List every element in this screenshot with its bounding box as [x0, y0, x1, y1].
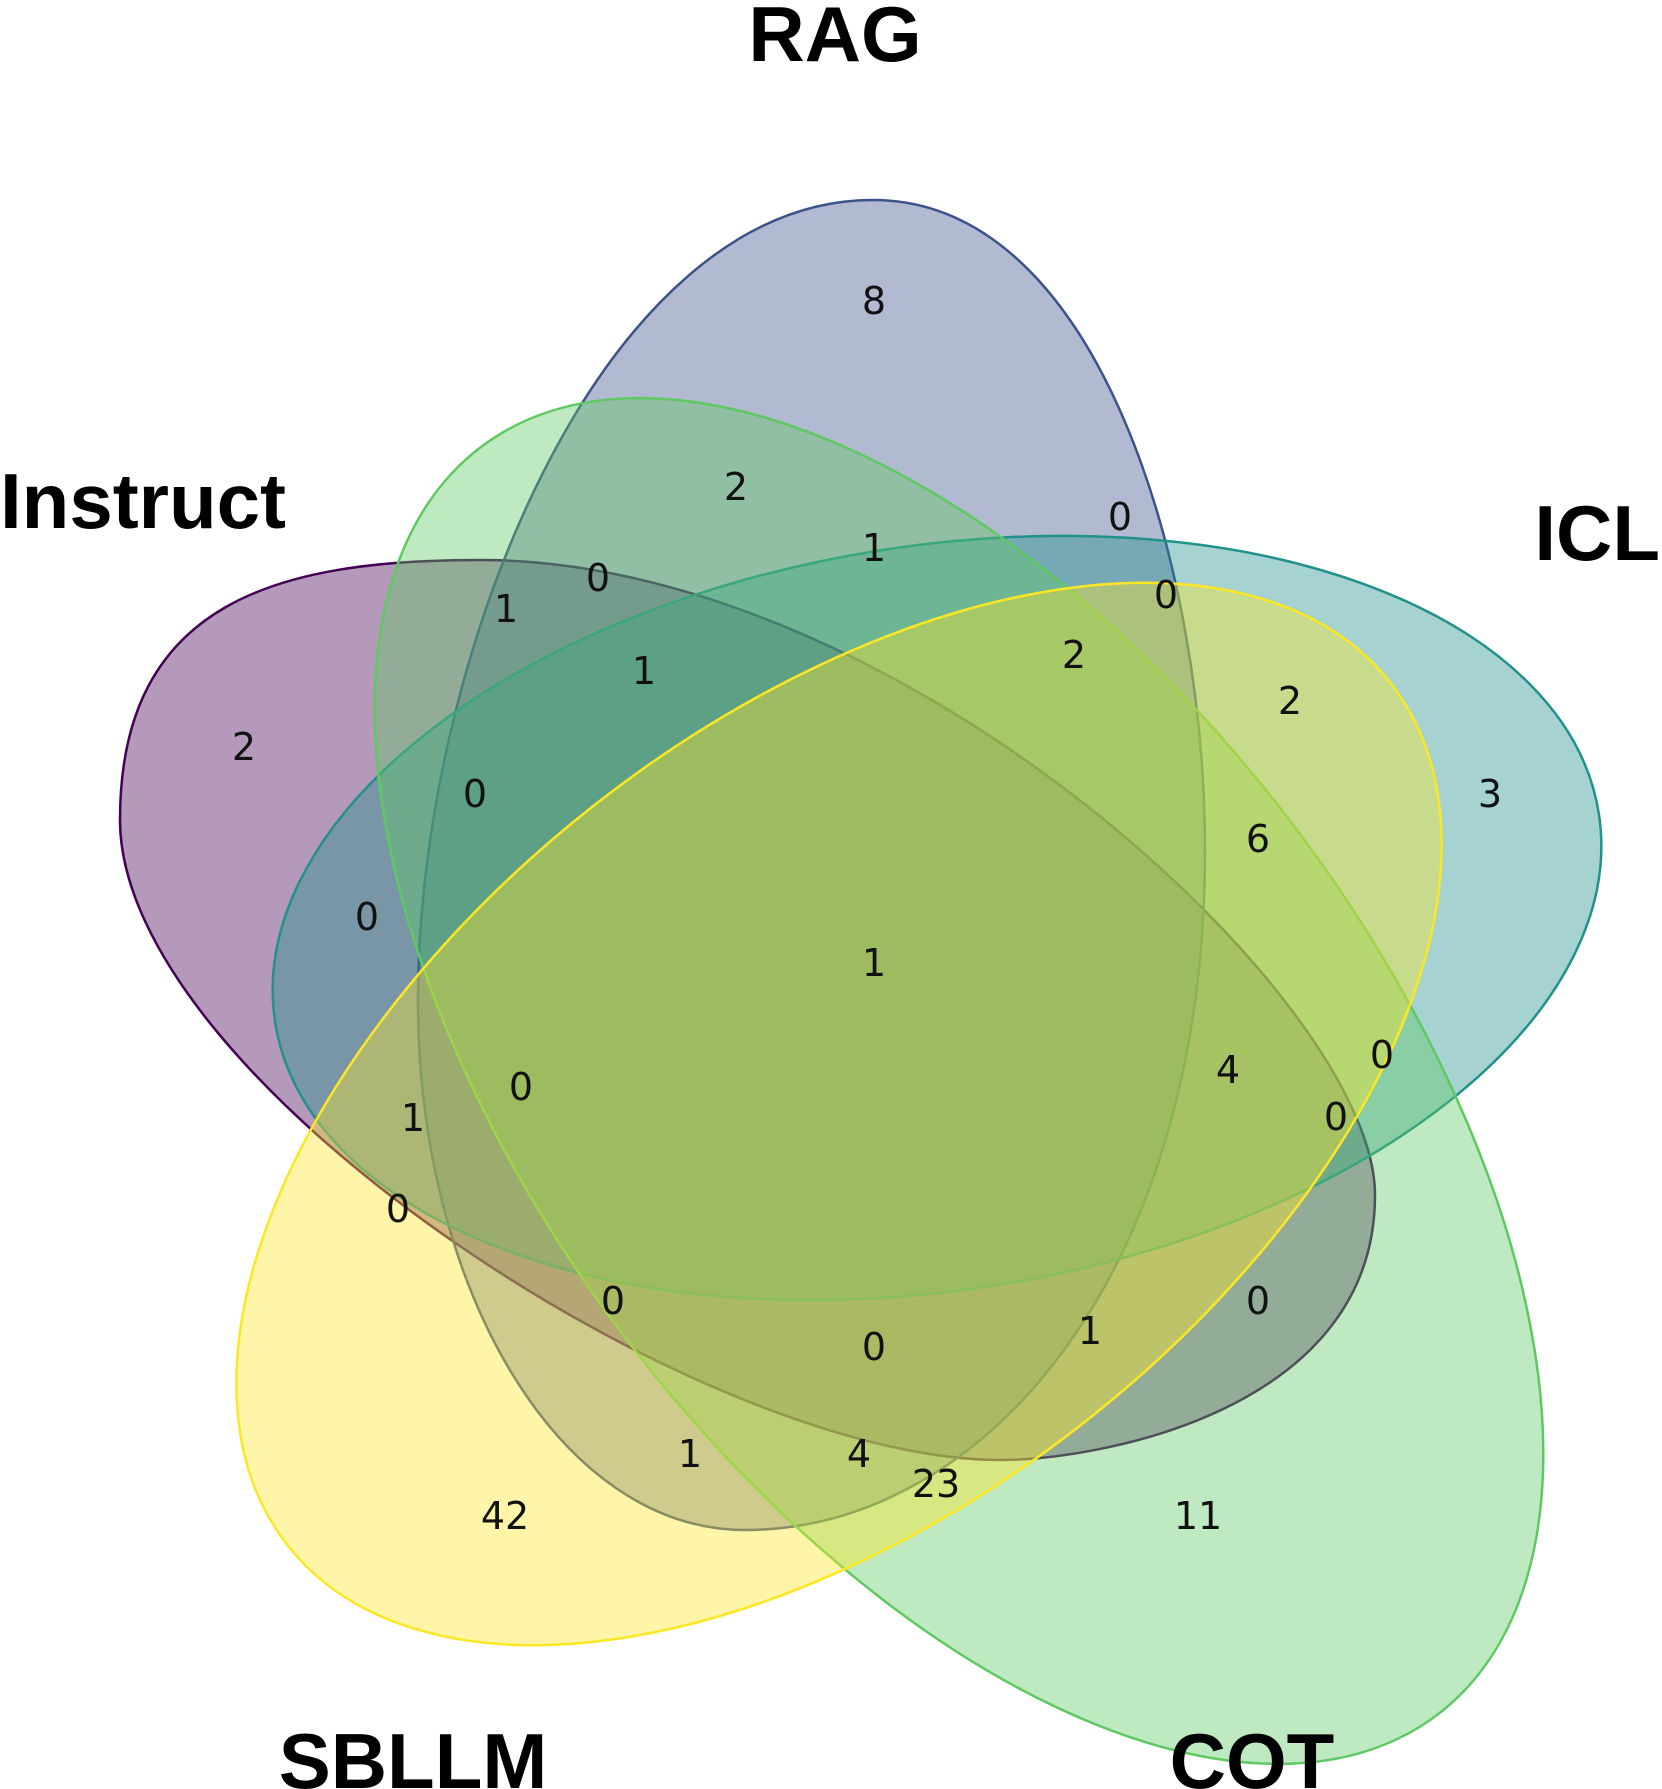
- region-count: 2: [1278, 679, 1302, 723]
- region-count: 0: [1324, 1095, 1348, 1139]
- set-icl-ellipse: [271, 534, 1603, 1302]
- region-count: 0: [1370, 1033, 1394, 1077]
- set-label-sbllm: SBLLM: [279, 1717, 548, 1789]
- region-count: 1: [401, 1096, 425, 1140]
- count-all-sets: 1: [862, 941, 886, 985]
- count-instruct-only: 2: [232, 725, 256, 769]
- set-label-instruct: Instruct: [0, 457, 286, 545]
- region-count: 23: [912, 1462, 960, 1506]
- region-count: 0: [509, 1065, 533, 1109]
- set-label-icl: ICL: [1534, 489, 1660, 577]
- region-count: 2: [724, 465, 748, 509]
- region-count: 4: [847, 1432, 871, 1476]
- count-icl-only: 3: [1478, 772, 1502, 816]
- region-count: 1: [678, 1432, 702, 1476]
- set-shapes: [118, 198, 1603, 1766]
- region-count: 1: [494, 587, 518, 631]
- set-cot-ellipse: [373, 396, 1545, 1766]
- region-count: 0: [1246, 1279, 1270, 1323]
- count-rag-only: 8: [862, 279, 886, 323]
- region-count: 0: [463, 772, 487, 816]
- region-count: 0: [601, 1279, 625, 1323]
- set-instruct-ellipse: [118, 558, 1377, 1462]
- region-count: 0: [1154, 573, 1178, 617]
- set-label-cot: COT: [1170, 1717, 1335, 1789]
- region-count: 0: [862, 1325, 886, 1369]
- region-count: 1: [632, 649, 656, 693]
- region-count: 0: [355, 895, 379, 939]
- set-sbllm-ellipse: [235, 581, 1443, 1647]
- region-counts: 8 2 1 0 0 1 0 1 2 2 2 0 3 6 0 1 0 4 1 0 …: [232, 279, 1502, 1538]
- count-sbllm-only: 42: [481, 1494, 529, 1538]
- region-count: 2: [1062, 633, 1086, 677]
- region-count: 4: [1216, 1048, 1240, 1092]
- region-count: 1: [862, 526, 886, 570]
- region-count: 6: [1246, 817, 1270, 861]
- set-label-rag: RAG: [748, 0, 921, 78]
- region-count: 0: [586, 556, 610, 600]
- count-cot-only: 11: [1174, 1494, 1222, 1538]
- set-rag-ellipse: [416, 198, 1207, 1532]
- region-count: 1: [1078, 1309, 1102, 1353]
- region-count: 0: [386, 1187, 410, 1231]
- region-count: 0: [1108, 495, 1132, 539]
